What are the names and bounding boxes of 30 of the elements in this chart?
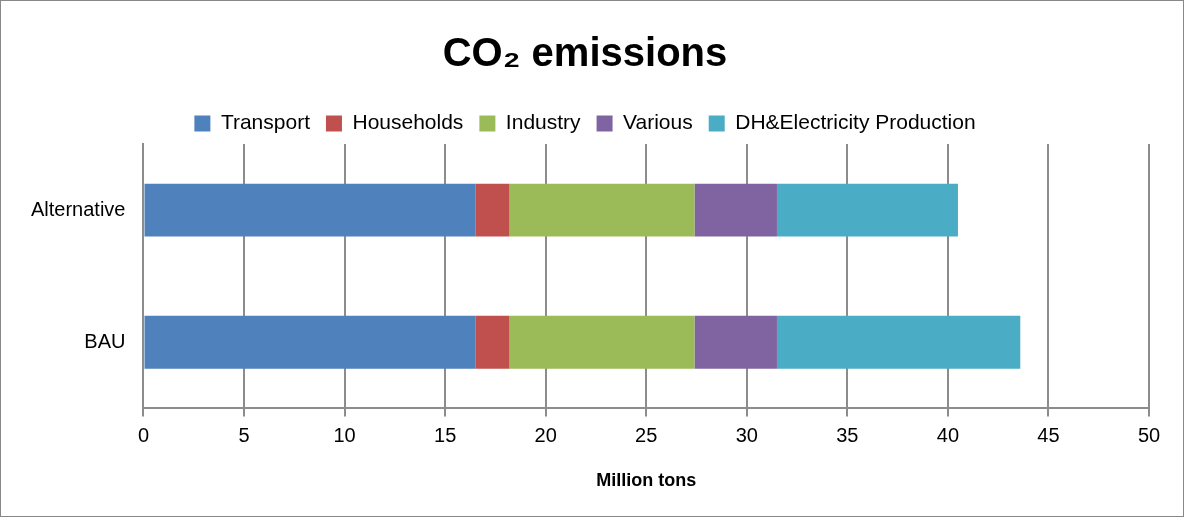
chart-title: CO₂ emissions — [442, 30, 728, 75]
bar — [475, 183, 510, 237]
bar — [144, 315, 476, 369]
x-axis-title: Million tons — [596, 470, 697, 491]
x-tick-label: 10 — [333, 423, 356, 446]
legend-label: Transport — [220, 110, 311, 134]
bar — [694, 315, 777, 369]
bar — [475, 315, 510, 369]
x-tick-label: 45 — [1037, 423, 1060, 446]
legend-label: Households — [352, 110, 464, 134]
legend-label: Various — [623, 110, 693, 134]
x-tick-label: 15 — [434, 423, 457, 446]
x-tick-label: 0 — [137, 423, 150, 446]
x-tick-label: 5 — [238, 423, 250, 446]
x-tick-label: 40 — [936, 423, 960, 446]
x-tick-label: 50 — [1137, 423, 1161, 446]
legend-label: Industry — [505, 110, 582, 134]
bar — [776, 183, 958, 237]
bar — [509, 183, 695, 237]
y-tick-label: Alternative — [30, 197, 126, 220]
bar — [509, 315, 695, 369]
bar — [694, 183, 777, 237]
x-tick-label: 20 — [534, 423, 557, 446]
bar — [144, 183, 476, 237]
bar — [776, 315, 1021, 369]
x-tick-label: 35 — [836, 423, 859, 446]
x-tick-label: 30 — [735, 423, 758, 446]
y-tick-label: BAU — [84, 329, 126, 352]
legend-label: DH&Electricity Production — [735, 110, 976, 134]
x-tick-label: 25 — [635, 423, 658, 446]
